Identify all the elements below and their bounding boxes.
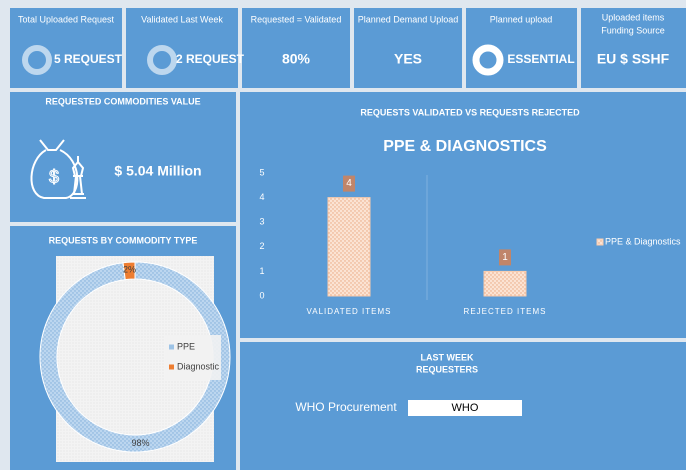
chart-title: PPE & DIAGNOSTICS [383, 138, 547, 155]
legend-swatch [596, 238, 604, 246]
money-icon: $ [30, 139, 86, 199]
tiles: Total Uploaded Request Validated Last We… [10, 8, 686, 88]
pie-slice [39, 261, 231, 453]
legend-label: PPE [177, 341, 195, 351]
bar [327, 197, 371, 297]
tile-value: EU $ SSHF [597, 51, 670, 67]
tile-title: Validated Last Week [141, 14, 223, 24]
pie-slice [122, 261, 136, 281]
tile-title: Planned Demand Upload [358, 14, 459, 24]
legend-label: PPE & Diagnostics [605, 236, 681, 246]
requester-value: WHO [452, 402, 479, 414]
tile-title: Total Uploaded Request [18, 14, 115, 24]
tile [581, 8, 686, 88]
y-tick-label: 0 [259, 290, 264, 300]
data-label-box [499, 249, 511, 266]
panel-title: REQUESTS VALIDATED VS REQUESTS REJECTED [360, 107, 580, 117]
y-tick-label: 2 [259, 241, 264, 251]
ring-icon [147, 45, 177, 75]
bar-panel [240, 92, 686, 338]
legend-swatch [169, 364, 174, 370]
ring-icon [22, 45, 52, 75]
svg-text:$: $ [49, 167, 59, 187]
tile [126, 8, 238, 88]
panel-title: REQUESTED COMMODITIES VALUE [45, 96, 200, 106]
tile-title: Planned upload [490, 14, 553, 24]
tile-value: 2 REQUEST [176, 52, 245, 66]
tile-title: Funding Source [601, 25, 665, 35]
commodities-value: $ 5.04 Million [114, 163, 201, 179]
data-label: 2% [123, 265, 136, 275]
y-tick-label: 4 [259, 192, 264, 202]
tile-value: 80% [282, 51, 311, 67]
tile-title: Uploaded items [602, 12, 665, 22]
legend-box [165, 335, 221, 380]
y-tick-label: 3 [259, 217, 264, 227]
x-tick-label: REJECTED ITEMS [464, 307, 547, 316]
panel-title: LAST WEEK [421, 352, 474, 362]
requester-label: WHO Procurement [295, 400, 397, 414]
chart-title: REQUESTS BY COMMODITY TYPE [49, 235, 198, 245]
pie: 98% 2% PPE Diagnostic [39, 261, 231, 453]
x-tick-label: VALIDATED ITEMS [307, 307, 392, 316]
tile-value: ESSENTIAL [507, 52, 574, 66]
data-label-box [343, 175, 355, 192]
data-label: 4 [346, 178, 352, 189]
tile-title: Requested = Validated [251, 14, 342, 24]
bar [483, 270, 527, 297]
legend-swatch [169, 344, 174, 350]
ring-icon [472, 44, 504, 76]
data-label: 98% [131, 438, 149, 448]
requester-box [408, 400, 522, 416]
tile-value: YES [394, 51, 422, 67]
y-tick-label: 5 [259, 167, 264, 177]
y-tick-label: 1 [259, 266, 264, 276]
value-panel [10, 92, 236, 222]
tile [242, 8, 350, 88]
tile-value: 5 REQUEST [54, 52, 123, 66]
panel-title: REQUESTERS [416, 364, 478, 374]
bar-chart: 0 1 2 3 4 5 VALIDATED ITEMS REJECTED ITEMS 4 1 PPE… [259, 167, 681, 316]
tile [354, 8, 462, 88]
data-label: 1 [502, 252, 508, 263]
legend-label: Diagnostic [177, 361, 220, 371]
